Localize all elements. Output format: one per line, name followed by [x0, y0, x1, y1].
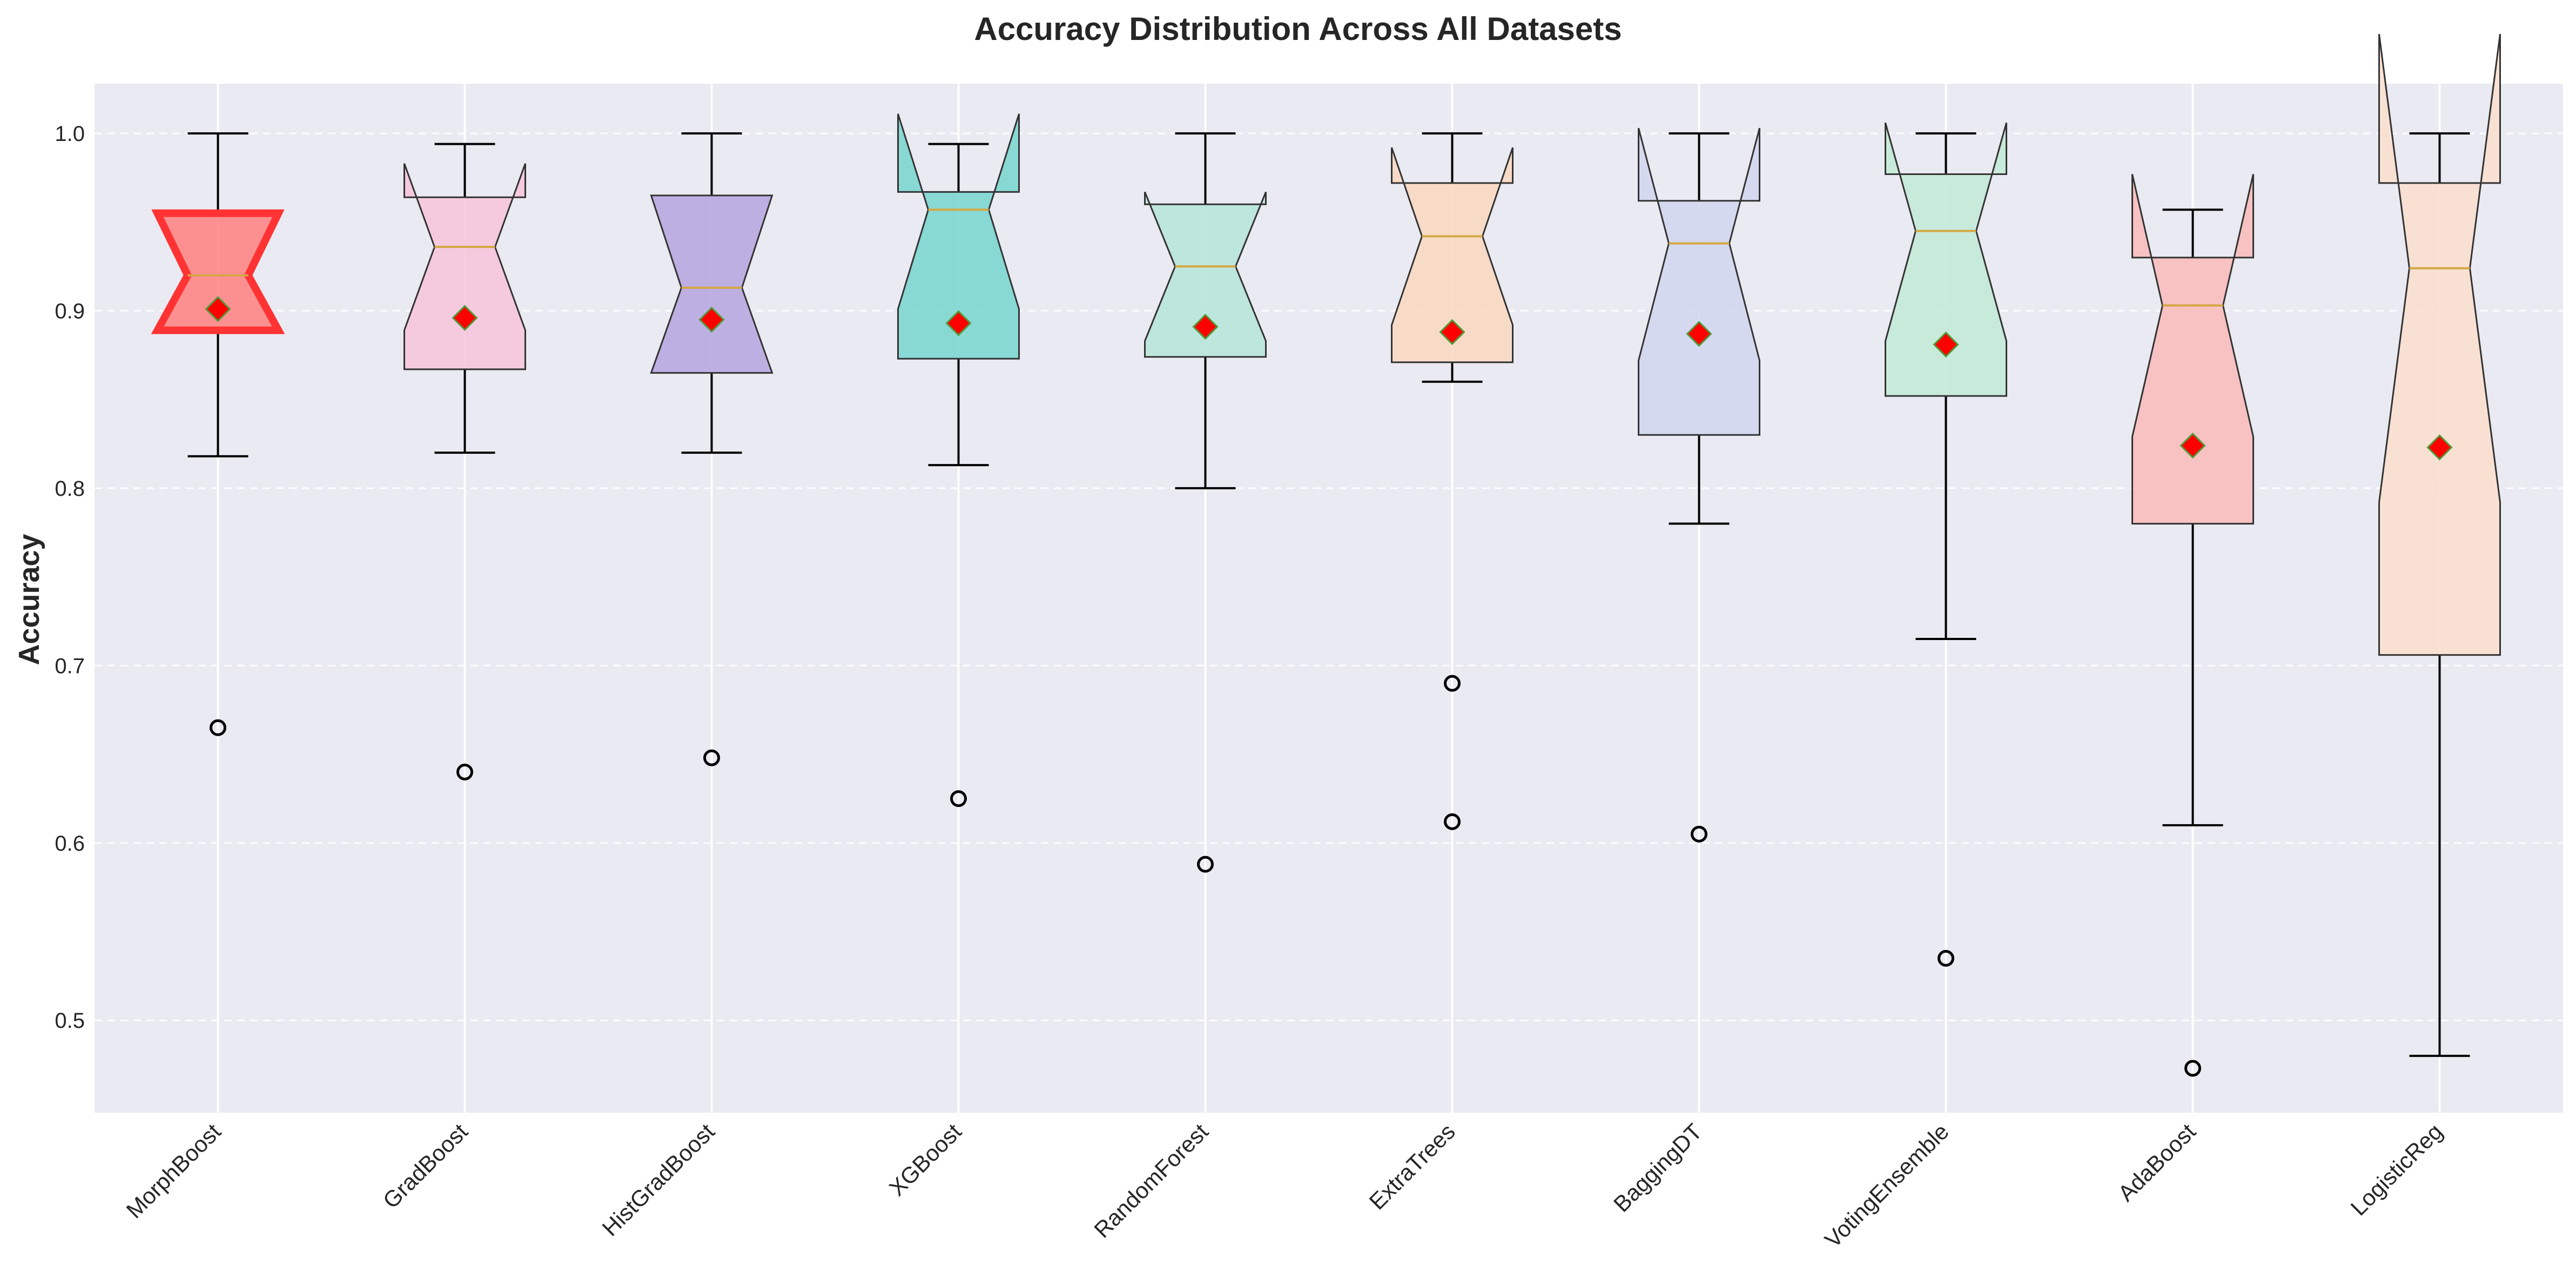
- box-adaboost: [2131, 174, 2254, 1077]
- y-tick-label: 0.9: [55, 299, 85, 323]
- outlier-point: [1444, 675, 1461, 692]
- x-axis-labels: MorphBoost GradBoost HistGradBoost XGBoost R…: [122, 1119, 2447, 1253]
- notched-box: [2378, 33, 2501, 656]
- y-tick-label: 0.5: [55, 1009, 85, 1033]
- mean-marker: [1192, 313, 1219, 340]
- y-axis-ticks: 0.5 0.6 0.7 0.8 0.9 1.0: [55, 122, 85, 1033]
- mean-marker: [452, 305, 478, 331]
- box-baggingdt: [1638, 127, 1760, 843]
- notched-box: [403, 163, 526, 371]
- box-gradboost: [403, 143, 526, 780]
- notched-box: [1144, 191, 1267, 358]
- mean-marker: [698, 306, 725, 333]
- mean-marker: [205, 296, 231, 322]
- mean-marker: [945, 310, 972, 336]
- x-tick-label: VotingEnsemble: [1820, 1119, 1954, 1253]
- notched-box: [2131, 174, 2254, 525]
- mean-marker: [2180, 432, 2206, 459]
- box-votingensemble: [1885, 122, 2007, 967]
- outlier-point: [703, 749, 720, 766]
- box-extratrees: [1391, 132, 1514, 830]
- y-tick-label: 1.0: [55, 122, 85, 146]
- x-tick-label: LogisticReg: [2345, 1119, 2447, 1220]
- x-tick-label: GradBoost: [378, 1119, 473, 1213]
- outlier-point: [950, 790, 967, 807]
- y-axis-label: Accuracy: [13, 534, 45, 665]
- y-tick-label: 0.7: [55, 654, 85, 678]
- mean-marker: [1933, 331, 1959, 358]
- x-tick-label: AdaBoost: [2113, 1119, 2201, 1206]
- notched-box: [1638, 127, 1760, 436]
- x-tick-label: MorphBoost: [122, 1119, 226, 1223]
- chart-title: Accuracy Distribution Across All Dataset…: [974, 11, 1622, 47]
- mean-marker: [2426, 434, 2453, 461]
- x-tick-label: ExtraTrees: [1364, 1119, 1460, 1214]
- outlier-point: [1444, 813, 1461, 830]
- notched-box: [1391, 147, 1514, 363]
- outlier-point: [1197, 856, 1214, 873]
- box-logisticreg: [2378, 33, 2501, 1057]
- box-randomforest: [1144, 132, 1267, 873]
- notched-box: [1885, 122, 2007, 397]
- mean-marker: [1439, 319, 1465, 345]
- box-morphboost: [151, 132, 285, 736]
- outlier-point: [456, 763, 473, 780]
- x-tick-label: XGBoost: [884, 1119, 966, 1201]
- notched-box: [897, 113, 1020, 360]
- x-tick-label: HistGradBoost: [597, 1119, 720, 1241]
- outlier-point: [210, 719, 226, 736]
- series-layer: [151, 33, 2501, 1077]
- mean-marker: [1686, 320, 1712, 347]
- y-tick-label: 0.6: [55, 832, 85, 856]
- outlier-point: [1691, 825, 1707, 843]
- y-tick-label: 0.8: [55, 477, 85, 501]
- x-tick-label: BaggingDT: [1609, 1119, 1707, 1217]
- outlier-point: [2184, 1060, 2201, 1077]
- box-histgradboost: [650, 132, 774, 766]
- box-xgboost: [897, 113, 1020, 807]
- outlier-point: [1938, 950, 1954, 967]
- x-tick-label: RandomForest: [1089, 1119, 1213, 1243]
